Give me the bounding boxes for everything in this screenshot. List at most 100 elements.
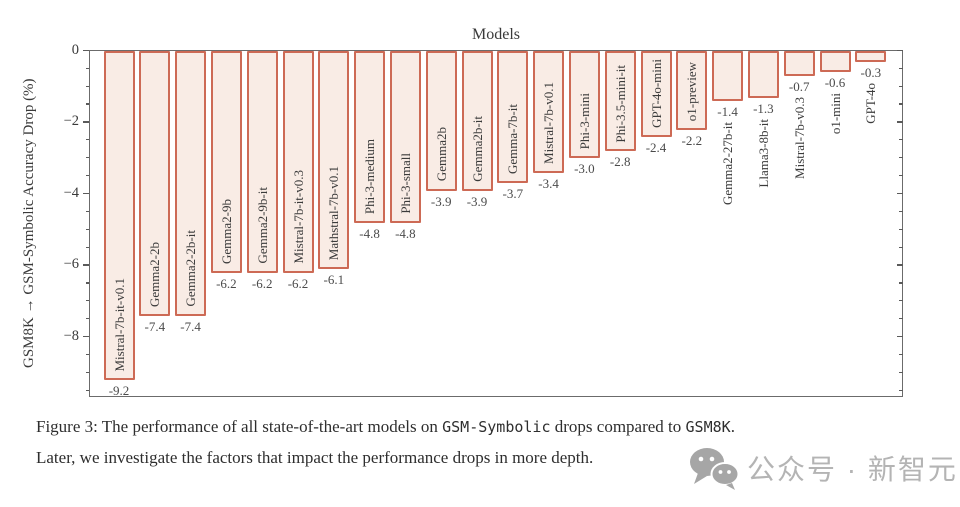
plot-area: 0 −2 −4 −6 −8 -9.2 Mistral-7b-it-v0.1 -7.4 Gemma… [64,42,903,399]
caption-mono-text: GSM-Symbolic [442,418,551,436]
y-axis-minor-tick [85,175,89,177]
y-axis-minor-tick [85,353,89,356]
bar-value-label: -9.2 [108,383,130,399]
bar-value-label: -6.2 [251,275,273,291]
bar [747,51,779,98]
bar-model-label: Llama3-8b-it [755,118,771,188]
y-axis-minor-tick [85,85,89,87]
bar-value-label: -0.7 [788,79,810,95]
y-axis-minor-tick [85,300,89,302]
bar-model-label: Gemma2-27b-it [720,122,736,206]
bar-model-label: Gemma2-9b [218,198,234,264]
bar [425,51,457,191]
bar-value-label: -7.4 [144,318,166,334]
bar-model-label: Gemma2-2b [147,241,163,307]
bar-value-label: -3.4 [538,175,559,191]
y-axis-minor-tick-right [899,282,903,284]
y-axis-minor-tick-right [899,157,903,159]
bar-model-label: Phi-3-medium [362,138,378,214]
bar-model-label: o1-mini [827,93,843,135]
y-axis-major-tick [83,335,89,338]
bar [389,51,421,223]
bar [318,51,350,270]
bar-value-label: -3.9 [430,193,452,209]
y-axis-minor-tick [85,157,89,159]
bar-model-label: Mistral-7b-v0.3 [791,97,807,179]
y-axis-tick-label: −6 [63,256,79,273]
caption-text: Later, we investigate the factors that i… [36,447,594,467]
bar [497,51,529,184]
y-axis-minor-tick-right [899,371,903,373]
y-axis-minor-tick [85,67,89,69]
y-axis-minor-tick [85,318,89,320]
y-axis-major-tick [83,192,89,195]
y-axis-major-tick [83,264,89,266]
wechat-icon [690,448,740,490]
bar [246,51,278,273]
bar-value-label: -1.3 [753,100,774,116]
y-axis-minor-tick [85,246,89,248]
y-axis-minor-tick-right [899,318,903,320]
bar-model-label: Gemma-7b-it [505,104,521,175]
bar-model-label: Mistral-7b-v0.1 [541,81,557,164]
y-axis-major-tick-right [896,121,903,123]
bar-model-label: Mathstral-7b-v0.1 [326,165,342,261]
bar-model-label: Gemma2b-it [469,115,485,182]
bar [210,51,242,273]
y-axis-label: GSM8K → GSM-Symbolic Accuracy Drop (%) [21,78,37,369]
bar-value-label: -6.1 [323,272,345,288]
bar [568,51,600,159]
bar [461,51,493,191]
bar [783,51,815,77]
y-axis-minor-tick [85,210,89,212]
bar-value-label: -3.9 [466,193,488,209]
bar-value-label: -1.4 [717,104,738,120]
bar [533,51,565,173]
y-axis-minor-tick [85,282,89,284]
bar [604,51,636,152]
y-axis-minor-tick-right [899,139,903,141]
bar-model-label: Phi-3-mini [576,92,592,150]
bar-value-label: -0.6 [824,75,846,91]
y-axis-major-tick-right [896,192,903,195]
bar-value-label: -2.2 [681,132,703,148]
bar-value-label: -2.4 [645,139,667,155]
y-axis-minor-tick-right [899,300,903,302]
y-axis-major-tick [83,121,89,123]
y-axis-tick-label: 0 [71,41,79,58]
y-axis-minor-tick-right [899,103,903,105]
bar-model-label: GPT-4o-mini [648,59,664,128]
bar [354,51,386,223]
y-axis-minor-tick-right [899,85,903,87]
bar [855,51,887,62]
bar-value-label: -6.2 [287,275,309,291]
y-axis-minor-tick [85,389,89,391]
y-axis-minor-tick-right [899,67,903,69]
y-axis-minor-tick-right [899,210,903,212]
bar [282,51,314,273]
figure-caption: Figure 3: The performance of all state-o… [36,412,936,472]
caption-line: Later, we investigate the factors that i… [36,443,936,473]
bar-model-label: Gemma2b [433,127,449,182]
bar-model-label: o1-preview [684,61,700,121]
bar [676,51,708,130]
bar-model-label: Gemma2-9b-it [254,187,270,264]
bar-model-label: Phi-3-small [397,153,413,214]
bar-value-label: -4.8 [395,225,416,241]
bar [139,51,171,316]
y-axis-major-tick [83,49,89,51]
caption-text: . [730,417,735,436]
bar-model-label: Mistral-7b-it-v0.3 [290,170,306,264]
watermark-text: 公众号 · 新智元 [747,454,958,485]
bar-value-label: -2.8 [609,154,631,170]
bar [103,51,135,381]
caption-line: Figure 3: The performance of all state-o… [36,412,936,443]
y-axis-major-tick-right [896,49,903,51]
y-axis-minor-tick [85,371,89,373]
caption-mono-text: GSM8K [685,418,731,436]
y-axis-minor-tick [85,228,89,230]
watermark: 公众号 · 新智元 [688,446,958,490]
bar-model-label: Phi-3.5-mini-it [612,64,628,143]
bar-value-label: -3.7 [502,186,524,202]
